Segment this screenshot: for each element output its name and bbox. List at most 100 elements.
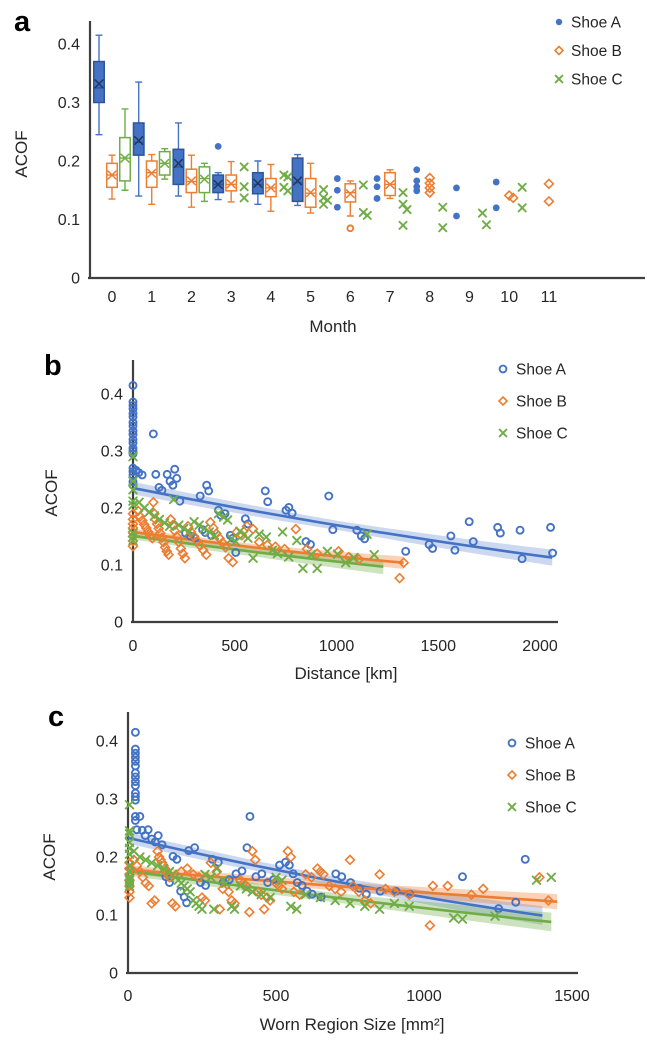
y-tick-label: 0.3 xyxy=(96,792,118,809)
x-tick-label: 5 xyxy=(306,289,315,306)
series-shoe-c xyxy=(128,451,379,574)
x-tick-label: 3 xyxy=(227,289,236,306)
x-tick-label: 0 xyxy=(129,638,138,655)
y-axis-title: ACOF xyxy=(12,130,31,177)
x-tick-labels: 0 500 1000 1500 xyxy=(124,988,590,1005)
y-axis-title: ACOF xyxy=(40,833,59,880)
x-tick-label: 500 xyxy=(221,638,248,655)
x-tick-label: 9 xyxy=(465,289,474,306)
x-tick-label: 500 xyxy=(263,988,290,1005)
series-shoe-b xyxy=(106,153,555,233)
legend-item-shoe-a: Shoe A xyxy=(507,735,576,752)
legend: Shoe A Shoe B Shoe C xyxy=(553,14,623,88)
box-month-1 xyxy=(158,148,171,180)
box-month-2 xyxy=(198,162,211,203)
y-tick-label: 0.2 xyxy=(58,154,80,171)
chart-panel-c: 0 0.1 0.2 0.3 0.4 0 500 1000 1500 Worn Region Siz… xyxy=(40,712,590,1034)
series-shoe-c xyxy=(119,108,527,233)
legend-item-shoe-c: Shoe C xyxy=(498,425,568,442)
x-axis-title: Worn Region Size [mm²] xyxy=(260,1015,445,1034)
x-tick-label: 7 xyxy=(386,289,395,306)
legend-label: Shoe C xyxy=(516,425,568,442)
axis-titles: Worn Region Size [mm²] ACOF xyxy=(40,833,444,1034)
x-tick-label: 0 xyxy=(108,289,117,306)
box-month-1 xyxy=(145,153,158,205)
box-month-5 xyxy=(291,153,304,207)
x-tick-label: 2 xyxy=(187,289,196,306)
box-month-3 xyxy=(212,172,225,201)
band-shoe-a xyxy=(128,832,543,925)
axes xyxy=(88,21,645,280)
legend-item-shoe-b: Shoe B xyxy=(506,767,576,784)
trend-shoe-a xyxy=(127,836,543,917)
x-tick-label: 4 xyxy=(266,289,275,306)
y-tick-labels: 0 0.1 0.2 0.3 0.4 xyxy=(96,734,118,983)
box-month-2 xyxy=(185,154,198,208)
y-tick-label: 0 xyxy=(109,966,118,983)
x-tick-labels: 0 1 2 3 4 5 6 7 8 9 10 11 xyxy=(108,289,558,306)
panel-c-label: c xyxy=(48,701,65,733)
legend-item-shoe-c: Shoe C xyxy=(507,799,577,816)
series-shoe-a xyxy=(93,34,500,220)
series-shoe-b xyxy=(123,845,554,931)
x-tick-label: 8 xyxy=(425,289,434,306)
x-tick-label: 6 xyxy=(346,289,355,306)
y-tick-label: 0.3 xyxy=(58,95,80,112)
box-month-2 xyxy=(172,122,185,197)
legend: Shoe A Shoe B Shoe C xyxy=(497,361,568,442)
x-tick-label: 10 xyxy=(500,289,518,306)
legend-item-shoe-c: Shoe C xyxy=(554,71,623,88)
chart-panel-b: 0 0.1 0.2 0.3 0.4 0 500 1000 1500 2000 Distance [k… xyxy=(42,360,568,683)
x-tick-label: 1000 xyxy=(406,988,442,1005)
legend-item-shoe-a: Shoe A xyxy=(498,361,567,378)
trend-shoe-a xyxy=(132,486,553,559)
panel-b-label: b xyxy=(44,350,62,382)
legend-label: Shoe B xyxy=(516,393,567,410)
box-month-3 xyxy=(225,160,238,203)
box-month-5 xyxy=(304,162,317,214)
x-tick-label: 1000 xyxy=(319,638,355,655)
trend-shoe-b xyxy=(127,868,558,903)
x-tick-label: 0 xyxy=(124,988,133,1005)
y-tick-label: 0.4 xyxy=(58,37,80,54)
legend-label: Shoe A xyxy=(525,735,576,752)
legend: Shoe A Shoe B Shoe C xyxy=(506,735,577,816)
axis-titles: Month ACOF xyxy=(12,130,357,336)
box-month-0 xyxy=(106,154,118,200)
box-month-4 xyxy=(251,160,264,205)
panel-a-label: a xyxy=(14,6,31,38)
y-tick-label: 0.2 xyxy=(96,850,118,867)
legend-label: Shoe C xyxy=(571,71,623,88)
x-tick-label: 1 xyxy=(147,289,156,306)
y-tick-labels: 0 0.1 0.2 0.3 0.4 xyxy=(101,387,123,632)
x-axis-title: Month xyxy=(309,317,356,336)
axes xyxy=(126,712,578,975)
legend-label: Shoe B xyxy=(525,767,576,784)
x-tick-label: 1500 xyxy=(420,638,456,655)
legend-label: Shoe C xyxy=(525,799,577,816)
y-tick-label: 0.4 xyxy=(101,387,123,404)
y-tick-label: 0.1 xyxy=(101,558,123,575)
y-tick-label: 0.4 xyxy=(96,734,118,751)
box-month-7 xyxy=(384,169,397,200)
box-month-0 xyxy=(119,108,131,191)
y-tick-label: 0.2 xyxy=(101,501,123,518)
y-axis-title: ACOF xyxy=(42,469,61,516)
box-month-0 xyxy=(93,34,105,136)
legend-item-shoe-b: Shoe B xyxy=(553,43,622,60)
legend-label: Shoe A xyxy=(516,361,567,378)
band-shoe-a xyxy=(133,481,553,566)
y-tick-labels: 0 0.1 0.2 0.3 0.4 xyxy=(58,37,80,288)
box-month-1 xyxy=(132,81,145,197)
box-month-6 xyxy=(344,180,357,217)
legend-label: Shoe A xyxy=(571,14,622,31)
series-shoe-c xyxy=(124,800,557,924)
x-tick-label: 1500 xyxy=(554,988,590,1005)
legend-item-shoe-b: Shoe B xyxy=(497,393,567,410)
box-month-4 xyxy=(264,163,277,213)
y-tick-label: 0 xyxy=(71,271,80,288)
axes xyxy=(131,360,558,624)
x-tick-labels: 0 500 1000 1500 2000 xyxy=(129,638,558,655)
y-tick-label: 0.3 xyxy=(101,444,123,461)
